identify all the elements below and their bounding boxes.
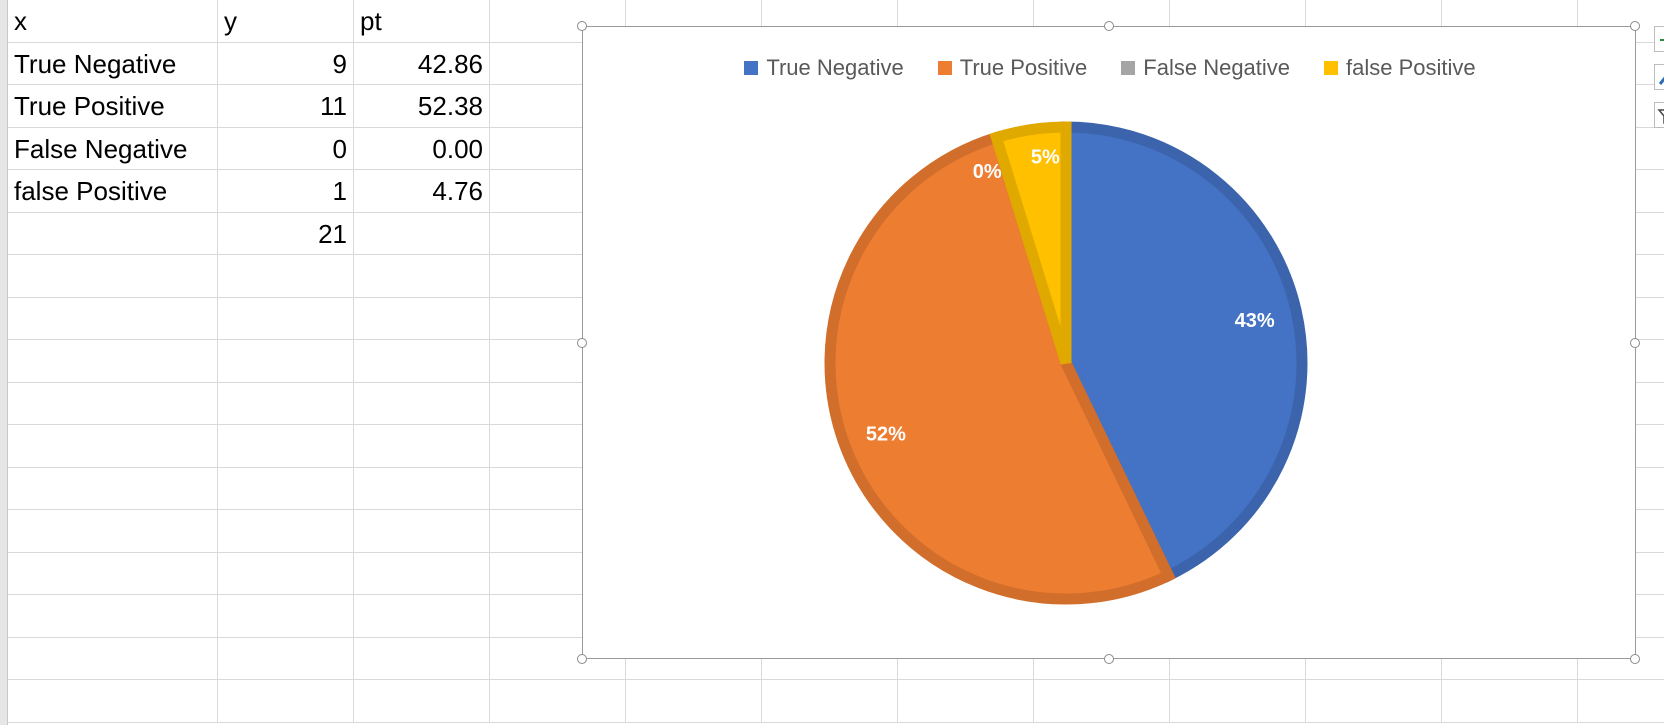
legend-label-2: False Negative xyxy=(1143,55,1291,80)
cell-r7-c3[interactable] xyxy=(354,255,490,298)
cell-r12-c1[interactable] xyxy=(8,467,218,510)
resize-handle-middle-left[interactable] xyxy=(577,338,587,348)
cell-r13-c1[interactable] xyxy=(8,510,218,553)
pie-slice-1[interactable] xyxy=(824,130,1176,605)
cell-r1-c2[interactable]: y xyxy=(218,0,354,43)
cell-r12-c3[interactable] xyxy=(354,467,490,510)
chart-styles-icon[interactable] xyxy=(1654,64,1664,90)
legend-item-1[interactable]: True Positive xyxy=(937,55,1088,81)
cell-r17-c9[interactable] xyxy=(1170,680,1306,723)
cell-r17-c7[interactable] xyxy=(898,680,1034,723)
cell-r10-c1[interactable] xyxy=(8,382,218,425)
data-label-0: 43% xyxy=(1235,310,1275,332)
cell-r6-c3[interactable] xyxy=(354,212,490,255)
legend-label-0: True Negative xyxy=(766,55,904,80)
cell-r12-c2[interactable] xyxy=(218,467,354,510)
legend-item-2[interactable]: False Negative xyxy=(1121,55,1290,81)
cell-r15-c1[interactable] xyxy=(8,595,218,638)
data-label-3: 5% xyxy=(1031,146,1060,168)
resize-handle-top-right[interactable] xyxy=(1630,21,1640,31)
cell-r15-c3[interactable] xyxy=(354,595,490,638)
legend-item-0[interactable]: True Negative xyxy=(744,55,904,81)
cell-r10-c3[interactable] xyxy=(354,382,490,425)
cell-r14-c3[interactable] xyxy=(354,552,490,595)
cell-r9-c3[interactable] xyxy=(354,340,490,383)
cell-r2-c2[interactable]: 9 xyxy=(218,42,354,85)
cell-r16-c1[interactable] xyxy=(8,637,218,680)
pie-plot-area[interactable]: 43% 52% 0% 5% xyxy=(583,27,1637,660)
cell-r4-c3[interactable]: 0.00 xyxy=(354,127,490,170)
cell-r6-c1[interactable] xyxy=(8,212,218,255)
cell-r4-c1[interactable]: False Negative xyxy=(8,127,218,170)
cell-r11-c3[interactable] xyxy=(354,425,490,468)
cell-r17-c4[interactable] xyxy=(490,680,626,723)
legend-item-3[interactable]: false Positive xyxy=(1324,55,1476,81)
cell-r17-c11[interactable] xyxy=(1442,680,1578,723)
cell-r1-c1[interactable]: x xyxy=(8,0,218,43)
legend-label-3: false Positive xyxy=(1346,55,1476,80)
cell-r16-c3[interactable] xyxy=(354,637,490,680)
chart-elements-icon[interactable] xyxy=(1654,26,1664,52)
cell-r9-c2[interactable] xyxy=(218,340,354,383)
cell-r17-c2[interactable] xyxy=(218,680,354,723)
resize-handle-bottom-center[interactable] xyxy=(1104,654,1114,664)
cell-r13-c3[interactable] xyxy=(354,510,490,553)
cell-r1-c3[interactable]: pt xyxy=(354,0,490,43)
legend-label-1: True Positive xyxy=(959,55,1088,80)
cell-r6-c2[interactable]: 21 xyxy=(218,212,354,255)
cell-r2-c1[interactable]: True Negative xyxy=(8,42,218,85)
legend-swatch-1 xyxy=(937,61,952,75)
cell-r17-c6[interactable] xyxy=(762,680,898,723)
cell-r17-c12[interactable] xyxy=(1578,680,1664,723)
row-header-edge xyxy=(0,0,8,725)
cell-r16-c12[interactable] xyxy=(1578,638,1664,680)
chart-filters-icon[interactable] xyxy=(1654,102,1664,128)
cell-r17-c8[interactable] xyxy=(1034,680,1170,723)
cell-r17-c1[interactable] xyxy=(8,680,218,723)
cell-r10-c2[interactable] xyxy=(218,382,354,425)
pie-slice-3[interactable] xyxy=(989,121,1072,365)
cell-r11-c2[interactable] xyxy=(218,425,354,468)
cell-r5-c2[interactable]: 1 xyxy=(218,170,354,213)
cell-r5-c3[interactable]: 4.76 xyxy=(354,170,490,213)
data-label-2: 0% xyxy=(973,161,1002,183)
cell-r9-c1[interactable] xyxy=(8,340,218,383)
cell-r3-c1[interactable]: True Positive xyxy=(8,85,218,128)
cell-r15-c2[interactable] xyxy=(218,595,354,638)
cell-r14-c1[interactable] xyxy=(8,552,218,595)
pie-slice-0[interactable] xyxy=(1060,121,1308,583)
cell-r17-c5[interactable] xyxy=(626,680,762,723)
cell-r7-c2[interactable] xyxy=(218,255,354,298)
cell-r4-c2[interactable]: 0 xyxy=(218,127,354,170)
chart-legend[interactable]: True Negative True Positive False Negative… xyxy=(583,53,1637,83)
cell-r11-c1[interactable] xyxy=(8,425,218,468)
cell-r13-c2[interactable] xyxy=(218,510,354,553)
legend-swatch-0 xyxy=(744,61,759,75)
legend-swatch-3 xyxy=(1324,61,1339,75)
cell-r8-c1[interactable] xyxy=(8,297,218,340)
cell-r17-c10[interactable] xyxy=(1306,680,1442,723)
cell-r17-c3[interactable] xyxy=(354,680,490,723)
cell-r3-c2[interactable]: 11 xyxy=(218,85,354,128)
cell-r7-c1[interactable] xyxy=(8,255,218,298)
pie-chart[interactable]: 43% 52% 0% 5% True Negative True Positive Fal… xyxy=(577,21,1640,664)
cell-r14-c2[interactable] xyxy=(218,552,354,595)
resize-handle-bottom-right[interactable] xyxy=(1630,654,1640,664)
resize-handle-top-left[interactable] xyxy=(577,21,587,31)
cell-r1-c4[interactable] xyxy=(490,0,626,43)
resize-handle-middle-right[interactable] xyxy=(1630,338,1640,348)
cell-r5-c1[interactable]: false Positive xyxy=(8,170,218,213)
resize-handle-top-center[interactable] xyxy=(1104,21,1114,31)
cell-r8-c3[interactable] xyxy=(354,297,490,340)
cell-r2-c3[interactable]: 42.86 xyxy=(354,42,490,85)
cell-r8-c2[interactable] xyxy=(218,297,354,340)
resize-handle-bottom-left[interactable] xyxy=(577,654,587,664)
legend-swatch-2 xyxy=(1121,61,1136,75)
data-label-1: 52% xyxy=(866,424,906,446)
cell-r3-c3[interactable]: 52.38 xyxy=(354,85,490,128)
cell-r16-c2[interactable] xyxy=(218,637,354,680)
